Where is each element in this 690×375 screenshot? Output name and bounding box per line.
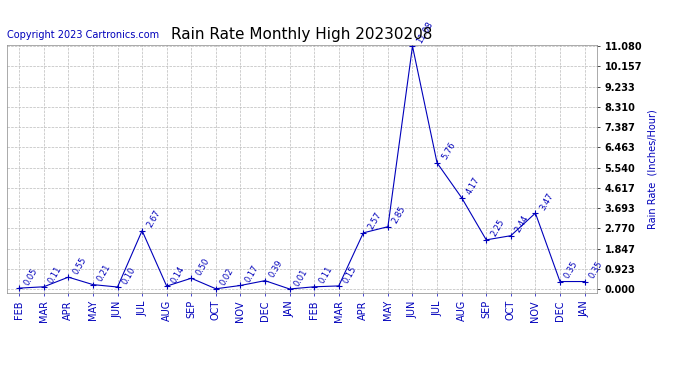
Text: 0.01: 0.01 xyxy=(293,267,309,288)
Text: 0.15: 0.15 xyxy=(342,264,359,285)
Text: 0.50: 0.50 xyxy=(194,256,211,277)
Text: 5.76: 5.76 xyxy=(440,141,457,162)
Text: 11.08: 11.08 xyxy=(415,20,435,45)
Y-axis label: Rain Rate  (Inches/Hour): Rain Rate (Inches/Hour) xyxy=(648,109,658,229)
Text: 2.44: 2.44 xyxy=(513,214,531,234)
Text: 0.10: 0.10 xyxy=(120,265,137,286)
Text: 0.05: 0.05 xyxy=(22,266,39,287)
Text: 0.55: 0.55 xyxy=(71,255,88,276)
Text: 3.47: 3.47 xyxy=(538,191,555,212)
Text: 0.35: 0.35 xyxy=(563,260,580,280)
Title: Rain Rate Monthly High 20230208: Rain Rate Monthly High 20230208 xyxy=(171,27,433,42)
Text: 2.85: 2.85 xyxy=(391,205,408,225)
Text: 0.39: 0.39 xyxy=(268,259,285,279)
Text: 2.67: 2.67 xyxy=(145,209,162,229)
Text: 0.11: 0.11 xyxy=(317,265,334,285)
Text: 0.17: 0.17 xyxy=(243,264,260,284)
Text: 2.57: 2.57 xyxy=(366,211,383,231)
Text: 4.17: 4.17 xyxy=(464,176,482,197)
Text: 0.11: 0.11 xyxy=(46,265,63,285)
Text: 0.21: 0.21 xyxy=(96,263,112,283)
Text: 0.35: 0.35 xyxy=(587,260,604,280)
Text: 0.14: 0.14 xyxy=(170,264,186,285)
Text: 0.02: 0.02 xyxy=(219,267,235,287)
Text: Copyright 2023 Cartronics.com: Copyright 2023 Cartronics.com xyxy=(7,30,159,40)
Text: 2.25: 2.25 xyxy=(489,218,506,238)
